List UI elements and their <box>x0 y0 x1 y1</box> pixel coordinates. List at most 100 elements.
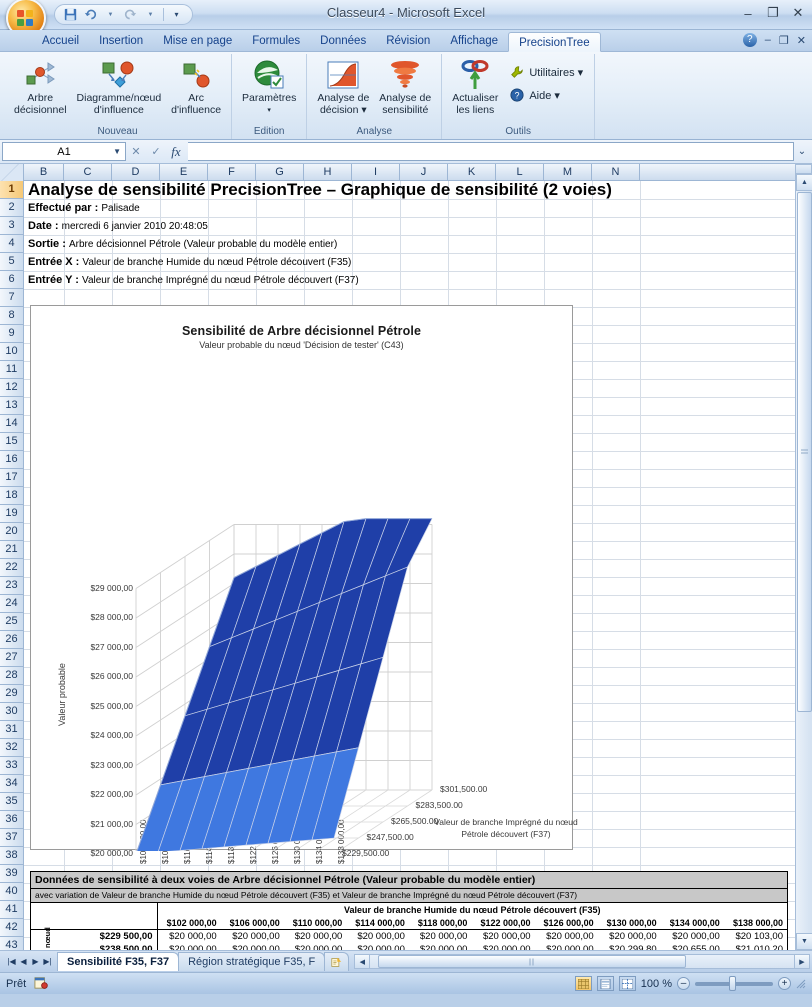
row-header-35[interactable]: 35 <box>0 793 23 811</box>
row-header-19[interactable]: 19 <box>0 505 23 523</box>
parametres-dropdown-icon[interactable]: ▾ <box>267 107 271 114</box>
row-header-4[interactable]: 4 <box>0 235 23 253</box>
normal-view-icon[interactable] <box>574 976 592 991</box>
next-sheet-icon[interactable]: ▶ <box>32 957 39 966</box>
zoom-slider[interactable] <box>695 975 773 991</box>
undo-dropdown-icon[interactable]: ▼ <box>107 11 114 18</box>
name-box-dropdown-icon[interactable]: ▼ <box>113 147 121 156</box>
tab-affichage[interactable]: Affichage <box>450 35 499 47</box>
undo-icon[interactable] <box>81 6 100 23</box>
close-icon[interactable]: ✕ <box>792 5 804 20</box>
hscroll-right-arrow[interactable]: ▶ <box>794 954 810 969</box>
sheet-tab-region-strategique[interactable]: Région stratégique F35, F <box>178 952 326 971</box>
tab-accueil[interactable]: Accueil <box>42 35 80 47</box>
row-header-26[interactable]: 26 <box>0 631 23 649</box>
row-header-30[interactable]: 30 <box>0 703 23 721</box>
column-header-N[interactable]: N <box>592 164 640 180</box>
expand-formula-bar-icon[interactable]: ⌄ <box>797 146 807 157</box>
sensitivity-data-table[interactable]: Données de sensibilité à deux voies de A… <box>30 871 788 950</box>
page-layout-icon[interactable] <box>596 976 614 991</box>
row-header-21[interactable]: 21 <box>0 541 23 559</box>
page-break-icon[interactable] <box>618 976 636 991</box>
row-header-16[interactable]: 16 <box>0 451 23 469</box>
window-controls[interactable]: – ❐ ✕ <box>740 5 806 21</box>
column-header-D[interactable]: D <box>112 164 160 180</box>
last-sheet-icon[interactable]: ▶| <box>43 957 52 966</box>
row-header-33[interactable]: 33 <box>0 757 23 775</box>
vertical-scrollbar[interactable]: ▲ ▼ <box>795 164 812 950</box>
row-header-9[interactable]: 9 <box>0 325 23 343</box>
row-header-37[interactable]: 37 <box>0 829 23 847</box>
column-header-E[interactable]: E <box>160 164 208 180</box>
scroll-up-arrow[interactable]: ▲ <box>796 174 812 191</box>
row-header-14[interactable]: 14 <box>0 415 23 433</box>
cancel-formula-icon[interactable]: ✕ <box>131 146 141 158</box>
row-header-13[interactable]: 13 <box>0 397 23 415</box>
enter-formula-icon[interactable]: ✓ <box>151 146 161 158</box>
table-row[interactable]: $238 500,00 $20 000,00 $20 000,00 $20 00… <box>31 943 787 950</box>
row-header-5[interactable]: 5 <box>0 253 23 271</box>
arc-influence-button[interactable]: Arc d'influence <box>166 56 226 116</box>
column-header-L[interactable]: L <box>496 164 544 180</box>
insert-sheet-icon[interactable] <box>324 952 350 971</box>
column-header-I[interactable]: I <box>352 164 400 180</box>
zoom-slider-thumb[interactable] <box>729 975 736 991</box>
row-header-1[interactable]: 1 <box>0 181 23 199</box>
row-header-23[interactable]: 23 <box>0 577 23 595</box>
hscroll-track[interactable] <box>370 954 794 969</box>
first-sheet-icon[interactable]: |◀ <box>7 957 16 966</box>
sheet-tab-sensibilite[interactable]: Sensibilité F35, F37 <box>57 952 180 971</box>
cell-area[interactable]: Analyse de sensibilité PrecisionTree – G… <box>24 181 795 950</box>
vertical-scroll-thumb[interactable] <box>797 192 812 712</box>
analyse-de-decision-button[interactable]: Analyse de décision ▾ <box>312 56 374 116</box>
row-header-34[interactable]: 34 <box>0 775 23 793</box>
analyse-de-sensibilite-button[interactable]: Analyse de sensibilité <box>374 56 436 116</box>
row-header-40[interactable]: 40 <box>0 883 23 901</box>
row-header-12[interactable]: 12 <box>0 379 23 397</box>
row-header-43[interactable]: 43 <box>0 937 23 950</box>
zoom-out-button[interactable]: – <box>677 977 690 990</box>
tab-precisiontree[interactable]: PrecisionTree <box>508 32 601 52</box>
row-header-41[interactable]: 41 <box>0 901 23 919</box>
row-header-39[interactable]: 39 <box>0 865 23 883</box>
row-header-15[interactable]: 15 <box>0 433 23 451</box>
redo-dropdown-icon[interactable]: ▼ <box>147 11 154 18</box>
row-header-28[interactable]: 28 <box>0 667 23 685</box>
row-header-10[interactable]: 10 <box>0 343 23 361</box>
ribbon-restore-icon[interactable]: ❐ <box>778 34 789 47</box>
column-header-K[interactable]: K <box>448 164 496 180</box>
row-header-17[interactable]: 17 <box>0 469 23 487</box>
table-row[interactable]: $229 500,00 $20 000,00 $20 000,00 $20 00… <box>31 929 787 943</box>
row-header-11[interactable]: 11 <box>0 361 23 379</box>
ribbon-close-icon[interactable]: ✕ <box>796 34 806 47</box>
tab-mise-en-page[interactable]: Mise en page <box>163 35 233 47</box>
column-header-J[interactable]: J <box>400 164 448 180</box>
sensitivity-surface-chart[interactable]: Sensibilité de Arbre décisionnel Pétrole… <box>30 305 578 864</box>
tab-donnees[interactable]: Données <box>320 35 367 47</box>
scroll-down-arrow[interactable]: ▼ <box>796 933 812 950</box>
row-header-27[interactable]: 27 <box>0 649 23 667</box>
row-header-31[interactable]: 31 <box>0 721 23 739</box>
column-header-C[interactable]: C <box>64 164 112 180</box>
vertical-split-box[interactable] <box>795 164 812 174</box>
column-header-H[interactable]: H <box>304 164 352 180</box>
formula-input[interactable] <box>188 142 794 161</box>
aide-menu[interactable]: ? Aide ▾ <box>503 85 589 105</box>
insert-function-icon[interactable]: fx <box>171 143 181 159</box>
diagramme-noeud-influence-button[interactable]: Diagramme/nœud d'influence <box>72 56 167 116</box>
minimize-icon[interactable]: – <box>744 5 752 21</box>
prev-sheet-icon[interactable]: ◀ <box>20 957 27 966</box>
row-header-7[interactable]: 7 <box>0 289 23 307</box>
parametres-button[interactable]: Paramètres ▾ <box>237 56 301 116</box>
row-header-32[interactable]: 32 <box>0 739 23 757</box>
column-header-G[interactable]: G <box>256 164 304 180</box>
tab-insertion[interactable]: Insertion <box>99 35 144 47</box>
column-header-B[interactable]: B <box>24 164 64 180</box>
sheet-nav-buttons[interactable]: |◀ ◀ ▶ ▶| <box>2 957 57 966</box>
horizontal-scroll-thumb[interactable] <box>378 955 687 968</box>
select-all-corner[interactable] <box>0 164 24 181</box>
row-header-38[interactable]: 38 <box>0 847 23 865</box>
hscroll-left-arrow[interactable]: ◀ <box>354 954 371 969</box>
row-header-18[interactable]: 18 <box>0 487 23 505</box>
row-header-25[interactable]: 25 <box>0 613 23 631</box>
